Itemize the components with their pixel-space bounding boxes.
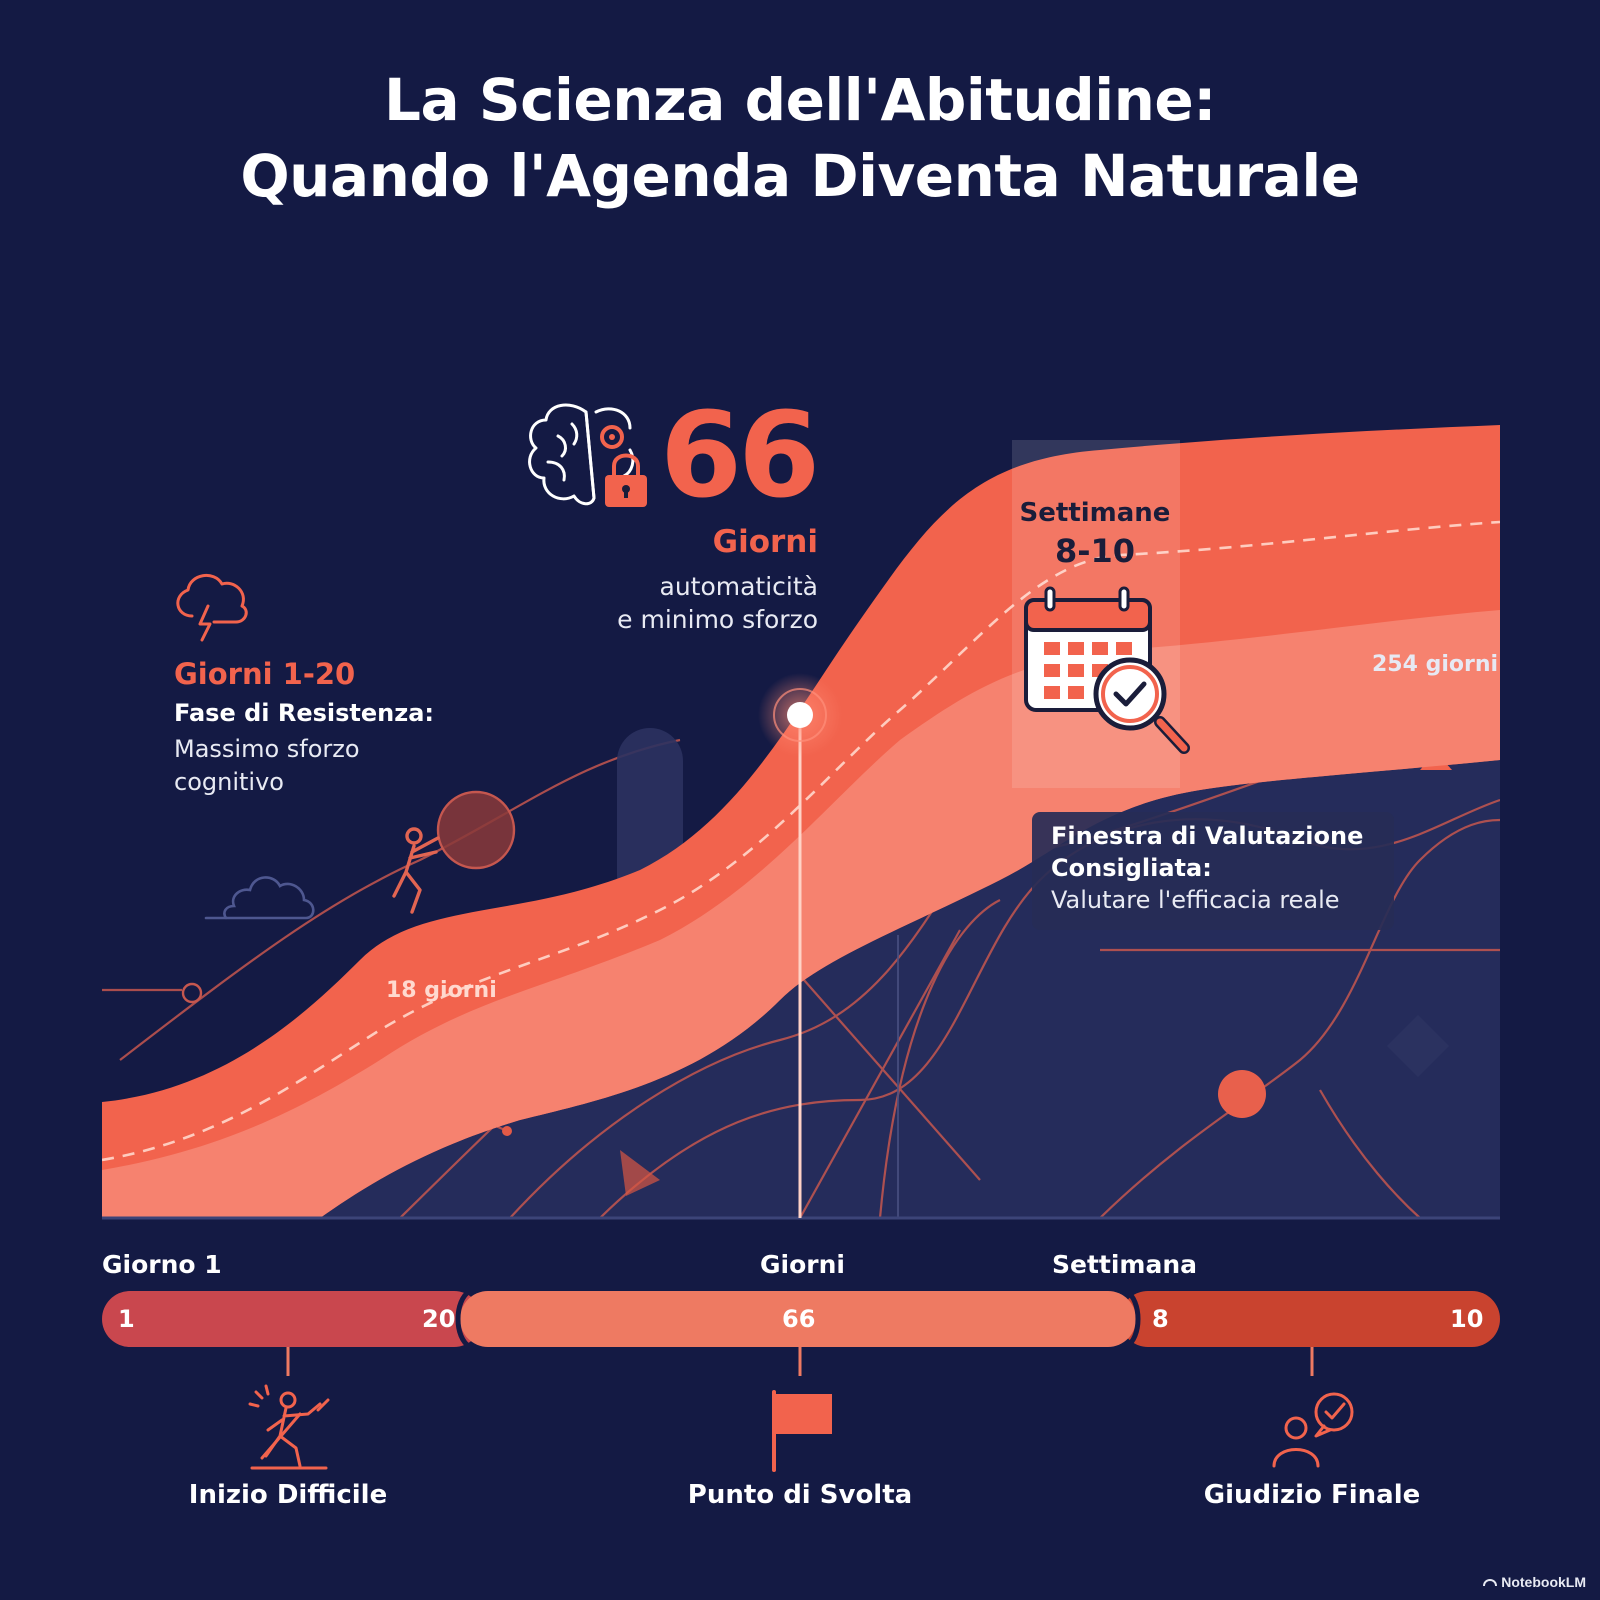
title-line-2: Quando l'Agenda Diventa Naturale xyxy=(240,142,1360,210)
title-line-1: La Scienza dell'Abitudine: xyxy=(384,66,1216,134)
storm-cloud-icon xyxy=(176,574,248,642)
person-check-icon xyxy=(1272,1392,1354,1468)
phase-description: Massimo sforzo cognitivo xyxy=(174,733,360,799)
evaluation-note-box xyxy=(1032,812,1394,930)
axis-label-end: Settimana xyxy=(1052,1250,1198,1279)
milestone-66-line-2: e minimo sforzo xyxy=(617,605,818,634)
timeline-bar xyxy=(102,1288,1500,1350)
page-title: La Scienza dell'Abitudine: Quando l'Agen… xyxy=(0,62,1600,214)
segment-3-end: 10 xyxy=(1450,1305,1484,1333)
boulder-push-icon xyxy=(392,790,516,914)
brand-label: NotebookLM xyxy=(1501,1574,1586,1590)
evaluation-note-line-1: Finestra di Valutazione xyxy=(1051,822,1364,850)
median-dashed-line xyxy=(102,520,1500,1162)
segment-1-end: 20 xyxy=(422,1305,456,1333)
flag-icon xyxy=(772,1390,832,1472)
segment-2-mid: 66 xyxy=(782,1305,816,1333)
phase-line-1: Massimo sforzo xyxy=(174,735,360,763)
phase-line-2: cognitivo xyxy=(174,768,284,796)
milestone-label-turning-point: Punto di Svolta xyxy=(687,1480,913,1510)
evaluation-note-line-3: Valutare l'efficacia reale xyxy=(1051,886,1340,914)
phase-heading: Fase di Resistenza: xyxy=(174,699,435,727)
upper-curve-label: 254 giorni xyxy=(1372,652,1499,677)
phase-range: Giorni 1-20 xyxy=(174,657,356,691)
axis-label-start: Giorno 1 xyxy=(102,1250,222,1279)
milestone-66-description: automaticità e minimo sforzo xyxy=(617,570,818,636)
milestone-66-unit: Giorni xyxy=(712,524,818,560)
brain-gear-lock-icon xyxy=(528,403,635,506)
climbing-person-icon xyxy=(248,1384,330,1470)
segment-1-start: 1 xyxy=(118,1305,135,1333)
calendar-check-icon xyxy=(1024,586,1190,754)
milestone-label-start: Inizio Difficile xyxy=(188,1480,388,1510)
lower-curve-label: 18 giorni xyxy=(386,978,497,1003)
milestone-66-line-1: automaticità xyxy=(659,572,819,601)
evaluation-week-range: 8-10 xyxy=(1054,532,1136,570)
turning-point-marker xyxy=(787,702,813,728)
segment-3-start: 8 xyxy=(1152,1305,1169,1333)
milestone-66-number: 66 xyxy=(660,386,820,524)
milestone-label-final: Giudizio Finale xyxy=(1203,1480,1421,1510)
evaluation-note-line-2: Consigliata: xyxy=(1051,854,1212,882)
cloud-icon xyxy=(204,876,315,920)
axis-label-middle: Giorni xyxy=(760,1250,845,1279)
evaluation-note-title: Finestra di Valutazione Consigliata: xyxy=(1051,820,1363,884)
evaluation-week-label: Settimane xyxy=(1019,498,1171,528)
